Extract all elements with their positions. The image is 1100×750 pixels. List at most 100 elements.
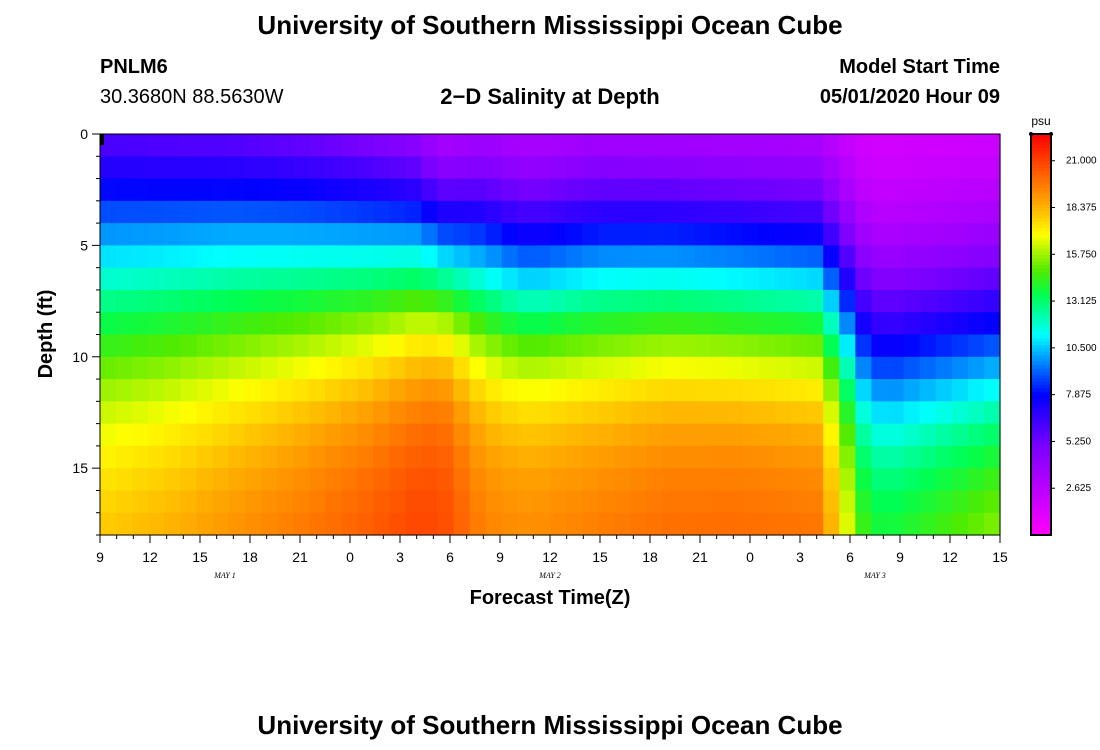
heatmap-cell <box>260 245 278 269</box>
heatmap-cell <box>903 289 921 313</box>
heatmap-cell <box>839 245 856 269</box>
heatmap-cell <box>341 512 358 536</box>
heatmap-cell <box>116 356 133 380</box>
heatmap-cell <box>164 334 181 358</box>
heatmap-cell <box>325 312 342 336</box>
heatmap-cell <box>566 423 583 447</box>
colorbar-segment <box>1031 180 1051 185</box>
heatmap-cell <box>244 512 262 536</box>
heatmap-cell <box>582 445 599 469</box>
heatmap-cell <box>212 178 230 202</box>
heatmap-cell <box>533 334 551 358</box>
heatmap-cell <box>614 312 631 336</box>
heatmap-cell <box>244 401 262 425</box>
heatmap-cell <box>839 289 856 313</box>
heatmap-cell <box>308 468 326 492</box>
x-tick-label: 0 <box>746 549 754 565</box>
heatmap-cell <box>726 267 744 291</box>
heatmap-cell <box>646 468 664 492</box>
heatmap-cell <box>308 312 326 336</box>
heatmap-cell <box>791 468 808 492</box>
heatmap-cell <box>180 356 198 380</box>
heatmap-cell <box>871 423 889 447</box>
heatmap-cell <box>437 178 455 202</box>
heatmap-cell <box>276 289 294 313</box>
heatmap-cell <box>469 423 487 447</box>
heatmap-cell <box>694 468 712 492</box>
heatmap-cell <box>550 379 567 402</box>
heatmap-cell <box>421 312 439 336</box>
heatmap-cell <box>517 200 535 224</box>
heatmap-cell <box>839 445 856 469</box>
heatmap-cell <box>485 178 503 202</box>
heatmap-cell <box>710 401 728 425</box>
heatmap-cell <box>678 289 696 313</box>
heatmap-cell <box>758 356 776 380</box>
heatmap-cell <box>646 178 664 202</box>
colorbar: 21.000 18.375 15.750 13.125 10.500 7.875 5.250… <box>1029 132 1097 536</box>
heatmap-cell <box>373 512 390 536</box>
heatmap-cell <box>598 334 615 358</box>
heatmap-cell <box>148 490 165 514</box>
heatmap-cell <box>228 512 246 536</box>
heatmap-cell <box>437 423 455 447</box>
heatmap-cell <box>758 245 776 269</box>
x-tick-label: 15 <box>592 549 608 565</box>
colorbar-segment <box>1031 224 1051 229</box>
heatmap-cell <box>887 401 905 425</box>
colorbar-tick-label: 15.750 <box>1066 249 1097 260</box>
heatmap-cell <box>325 223 342 246</box>
heatmap-cell <box>389 134 406 157</box>
heatmap-cell <box>116 156 133 180</box>
colorbar-segment <box>1031 361 1051 366</box>
colorbar-corner-dot <box>1049 132 1053 136</box>
colorbar-segment <box>1031 194 1051 199</box>
heatmap-cell <box>228 334 246 358</box>
heatmap-cell <box>421 379 439 402</box>
heatmap-cell <box>742 445 760 469</box>
heatmap-cell <box>485 356 503 380</box>
heatmap-cell <box>148 334 165 358</box>
heatmap-cell <box>742 312 760 336</box>
heatmap-cell <box>405 490 423 514</box>
heatmap-cell <box>453 468 471 492</box>
heatmap-cell <box>148 468 165 492</box>
colorbar-segment <box>1031 404 1051 409</box>
heatmap-cell <box>742 401 760 425</box>
heatmap-cell <box>726 423 744 447</box>
heatmap-cell <box>550 267 567 291</box>
colorbar-segment <box>1031 311 1051 316</box>
heatmap-cell <box>646 267 664 291</box>
heatmap-cell <box>678 223 696 246</box>
heatmap-cell <box>919 134 937 157</box>
heatmap-cell <box>887 178 905 202</box>
heatmap-cell <box>453 223 471 246</box>
heatmap-cell <box>357 267 374 291</box>
heatmap-cell <box>116 312 133 336</box>
colorbar-segment <box>1031 204 1051 209</box>
heatmap-cell <box>935 334 953 358</box>
colorbar-segment <box>1031 374 1051 379</box>
heatmap-cell <box>517 178 535 202</box>
heatmap-cell <box>582 289 599 313</box>
colorbar-segment <box>1031 274 1051 279</box>
heatmap-cell <box>421 178 439 202</box>
heatmap-cell <box>485 200 503 224</box>
heatmap-cell <box>132 468 149 492</box>
heatmap-cell <box>807 401 824 425</box>
heatmap-cell <box>823 200 840 224</box>
colorbar-tick-label: 7.875 <box>1066 390 1091 401</box>
heatmap-cell <box>791 445 808 469</box>
heatmap-cell <box>919 379 937 402</box>
heatmap-cell <box>550 512 567 536</box>
heatmap-cell <box>196 156 214 180</box>
heatmap-cell <box>517 334 535 358</box>
heatmap-cell <box>421 334 439 358</box>
plot-title: 2−D Salinity at Depth <box>440 84 660 109</box>
heatmap-cell <box>791 245 808 269</box>
heatmap-cell <box>421 356 439 380</box>
heatmap-cell <box>855 401 873 425</box>
heatmap-cell <box>116 379 133 402</box>
heatmap-cell <box>871 334 889 358</box>
heatmap-cell <box>148 267 165 291</box>
